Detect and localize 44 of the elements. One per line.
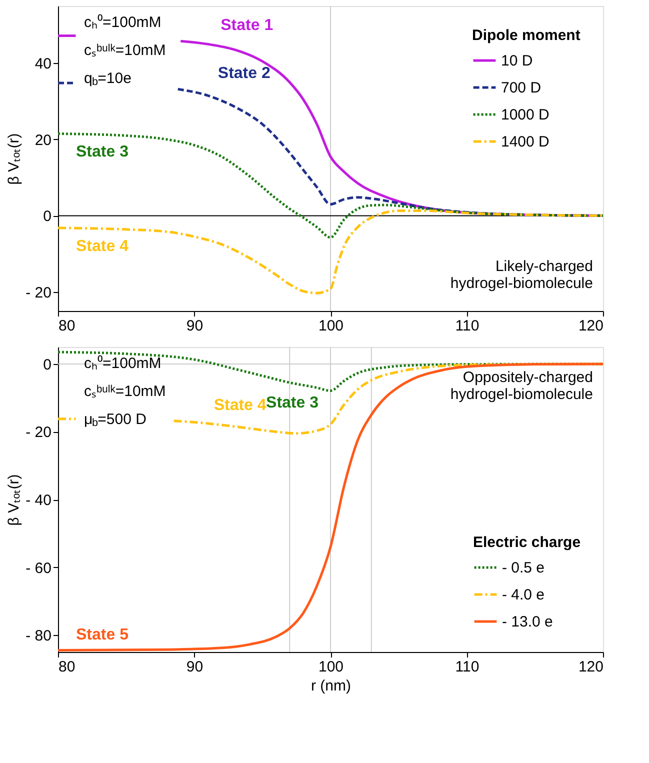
y-tick-label: 0 [43, 208, 52, 226]
legend-label: 1400 D [501, 134, 550, 150]
legend-title: Dipole moment [472, 27, 580, 44]
x-tick-label: 80 [58, 318, 76, 334]
y-tick-label: 0 [43, 356, 52, 374]
x-tick-label: 100 [318, 318, 344, 334]
legend-title: Electric charge [473, 534, 581, 551]
annotation: cₛᵇᵘˡᵏ=10mM [84, 383, 166, 400]
annotation: State 3 [76, 144, 129, 161]
annotation: cₕ⁰=100mM [84, 355, 162, 372]
annotation: State 4 [214, 396, 266, 414]
legend-label: - 4.0 e [502, 586, 545, 604]
annotation: Likely-charged hydrogel-biomolecule [450, 258, 593, 292]
x-tick-label: 110 [455, 318, 480, 334]
y-tick-label: - 60 [26, 560, 52, 577]
y-tick-label: - 40 [26, 492, 52, 509]
annotation: State 3 [266, 394, 319, 412]
y-axis-title: β Vₜₒₜ(r) [6, 474, 23, 526]
annotation: State 1 [220, 17, 274, 34]
y-tick-label: - 20 [26, 284, 52, 302]
legend-label: - 13.0 e [502, 614, 553, 630]
x-tick-label: 110 [455, 658, 480, 676]
x-tick-label: 120 [578, 658, 604, 676]
annotation: State 4 [76, 238, 129, 255]
annotation: State 2 [218, 65, 270, 82]
legend-label: 1000 D [501, 106, 550, 124]
annotation: cₛᵇᵘˡᵏ=10mM [84, 42, 166, 59]
y-axis-title: β Vₜₒₜ(r) [6, 133, 23, 185]
y-tick-label: - 20 [26, 424, 52, 442]
x-tick-label: 90 [186, 318, 204, 334]
y-tick-label: 20 [34, 132, 52, 149]
x-tick-label: 100 [318, 658, 344, 676]
x-axis-title: r (nm) [311, 678, 351, 694]
y-tick-label: 40 [34, 56, 52, 73]
x-tick-label: 90 [186, 658, 204, 676]
annotation: State 5 [76, 626, 129, 644]
x-tick-label: 80 [58, 658, 76, 676]
legend-label: 10 D [501, 52, 533, 70]
annotation: Oppositely-charged hydrogel-biomolecule [450, 369, 593, 403]
legend-label: - 0.5 e [502, 560, 545, 576]
legend-label: 700 D [501, 80, 542, 96]
annotation: cₕ⁰=100mM [84, 14, 162, 31]
x-tick-label: 120 [578, 318, 604, 334]
y-tick-label: - 80 [26, 628, 52, 645]
